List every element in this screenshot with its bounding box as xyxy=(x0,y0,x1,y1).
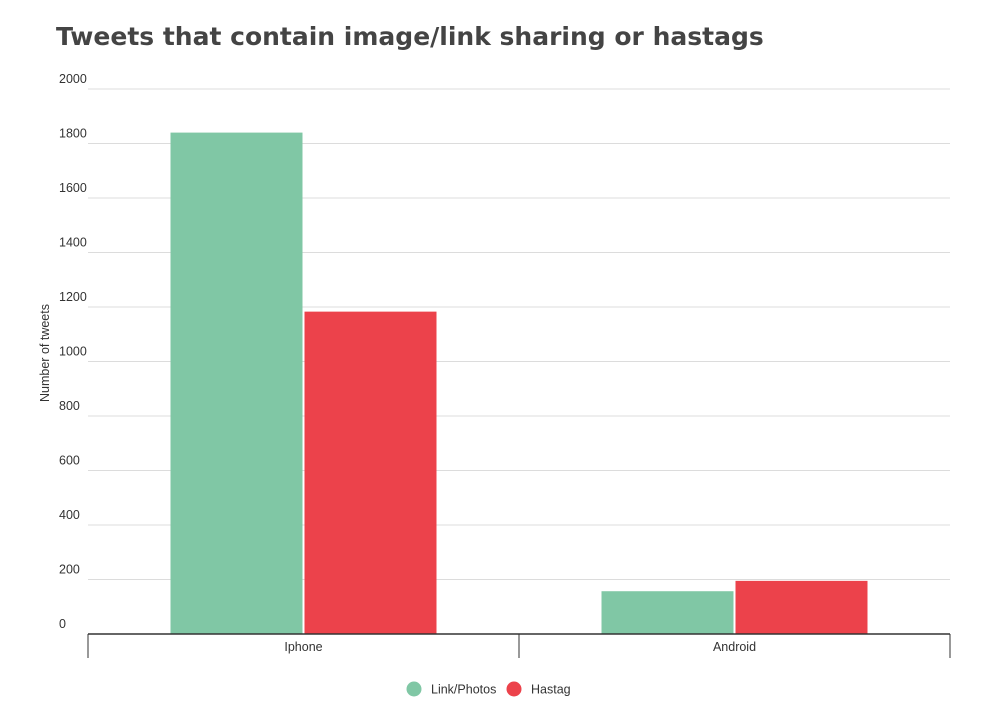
legend-label: Hastag xyxy=(531,683,571,697)
y-tick-label: 0 xyxy=(59,617,66,631)
x-axis: Iphone Android xyxy=(87,633,951,658)
y-tick-label: 1400 xyxy=(59,236,87,250)
chart-title: Tweets that contain image/link sharing o… xyxy=(56,22,764,51)
y-tick-label: 400 xyxy=(59,508,80,522)
y-tick-label: 1200 xyxy=(59,290,87,304)
bars xyxy=(170,132,868,634)
y-axis-label: Number of tweets xyxy=(38,304,52,402)
y-tick-label: 1800 xyxy=(59,127,87,141)
y-tick-labels: 0 200 400 600 800 1000 1200 1400 1600 1800 2000 xyxy=(59,72,87,631)
y-tick-label: 800 xyxy=(59,399,80,413)
y-tick-label: 1000 xyxy=(59,345,87,359)
legend-label: Link/Photos xyxy=(431,683,496,697)
bar-hastag-android xyxy=(735,580,868,634)
x-tick-label: Android xyxy=(713,640,756,654)
y-tick-label: 2000 xyxy=(59,72,87,86)
bar-hastag-iphone xyxy=(304,311,437,634)
bar-link-photos-android xyxy=(601,591,734,634)
y-tick-label: 200 xyxy=(59,563,80,577)
y-tick-label: 600 xyxy=(59,454,80,468)
legend: Link/Photos Hastag xyxy=(406,681,571,697)
bar-link-photos-iphone xyxy=(170,132,303,634)
legend-marker xyxy=(506,681,522,697)
legend-marker xyxy=(406,681,422,697)
x-tick-label: Iphone xyxy=(284,640,322,654)
y-tick-label: 1600 xyxy=(59,181,87,195)
